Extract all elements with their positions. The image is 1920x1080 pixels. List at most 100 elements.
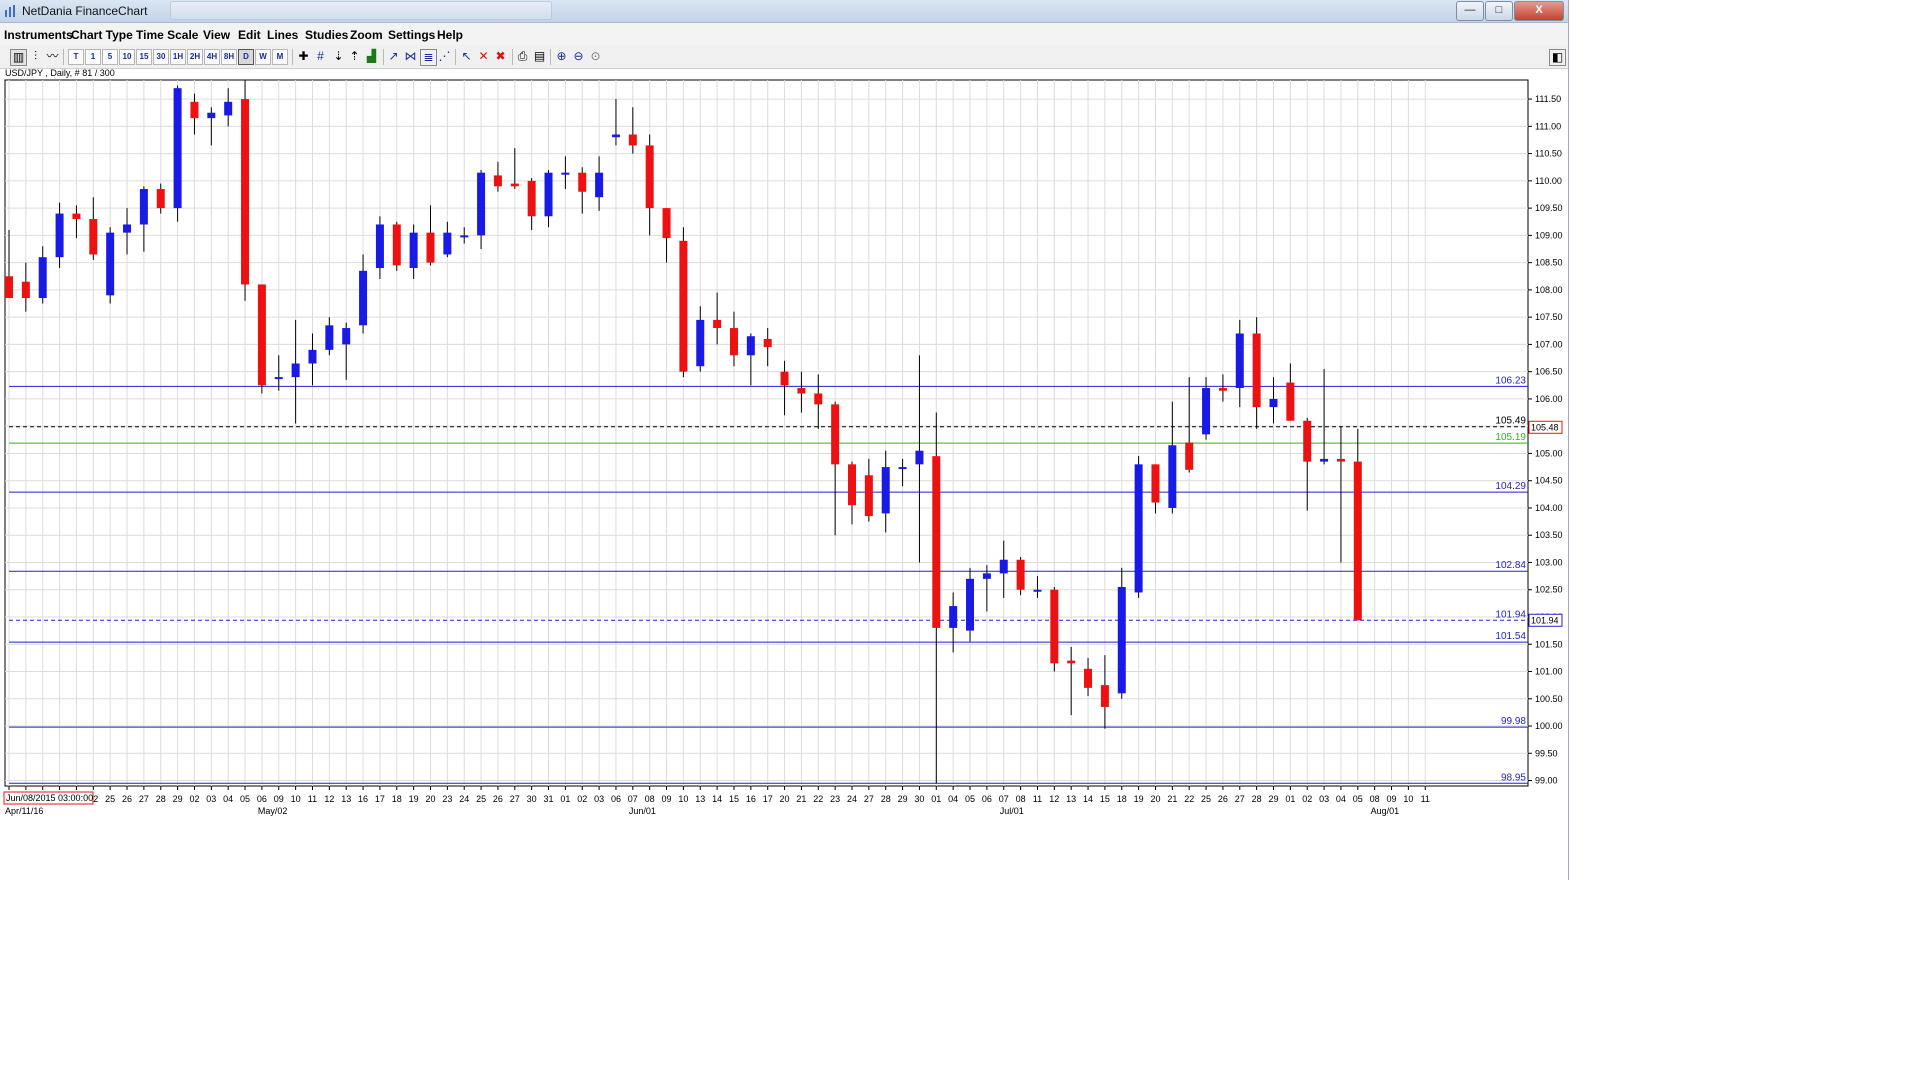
candle-body[interactable] — [308, 349, 317, 364]
panel-toggle-icon[interactable]: ◧ — [1549, 49, 1566, 66]
candle-body[interactable] — [1033, 589, 1042, 592]
candle-body[interactable] — [1117, 587, 1126, 694]
menu-view[interactable]: View — [203, 28, 231, 42]
crosshair-icon[interactable]: ✚ — [298, 49, 309, 63]
candle-body[interactable] — [645, 145, 654, 209]
zoom-in-icon[interactable]: ⊕ — [556, 49, 567, 63]
timeframe-4h-button[interactable]: 4H — [204, 49, 220, 65]
timeframe-8h-button[interactable]: 8H — [221, 49, 237, 65]
candle-body[interactable] — [190, 101, 199, 119]
candle-body[interactable] — [1185, 442, 1194, 470]
candle-body[interactable] — [5, 276, 13, 299]
candle-body[interactable] — [342, 328, 351, 345]
close-button[interactable]: X — [1514, 1, 1564, 21]
candle-body[interactable] — [527, 180, 536, 217]
candle-body[interactable] — [224, 101, 233, 116]
candle-body[interactable] — [578, 172, 587, 192]
candle-body[interactable] — [729, 328, 738, 356]
candle-body[interactable] — [139, 189, 148, 225]
timeframe-t-button[interactable]: T — [68, 49, 84, 65]
candle-body[interactable] — [696, 319, 705, 367]
candle-body[interactable] — [392, 224, 401, 266]
candle-body[interactable] — [1016, 559, 1025, 590]
candle-body[interactable] — [241, 99, 250, 285]
zoom-reset-icon[interactable]: ⊙ — [590, 49, 601, 63]
candle-body[interactable] — [544, 172, 553, 217]
candle-body[interactable] — [1252, 333, 1261, 408]
candle-body[interactable] — [55, 213, 64, 258]
gann-icon[interactable]: ⋰ — [438, 49, 451, 63]
timeframe-10-button[interactable]: 10 — [119, 49, 135, 65]
candle-body[interactable] — [949, 606, 958, 628]
candle-body[interactable] — [156, 189, 165, 209]
candle-body[interactable] — [1151, 464, 1160, 503]
candle-body[interactable] — [1100, 685, 1109, 707]
candle-body[interactable] — [1050, 589, 1059, 664]
candle-body[interactable] — [1320, 458, 1329, 462]
candle-body[interactable] — [443, 232, 452, 255]
candle-body[interactable] — [510, 183, 519, 187]
select-line-icon[interactable]: ↖ — [461, 49, 472, 63]
line-chart-icon[interactable]: 〰 — [46, 49, 59, 63]
timeframe-15-button[interactable]: 15 — [136, 49, 152, 65]
menu-time-scale[interactable]: Time Scale — [136, 28, 199, 42]
timeframe-1-button[interactable]: 1 — [85, 49, 101, 65]
candle-body[interactable] — [898, 467, 907, 470]
volume-icon[interactable]: ▟ — [366, 49, 377, 63]
menu-studies[interactable]: Studies — [305, 28, 349, 42]
candle-body[interactable] — [173, 88, 182, 209]
candle-body[interactable] — [780, 371, 789, 386]
candle-body[interactable] — [797, 388, 806, 394]
zoom-out-icon[interactable]: ⊖ — [573, 49, 584, 63]
delete-line-icon[interactable]: ✕ — [478, 49, 489, 63]
candle-body[interactable] — [123, 224, 132, 233]
timeframe-w-button[interactable]: W — [255, 49, 271, 65]
candle-body[interactable] — [460, 235, 469, 238]
candle-body[interactable] — [291, 363, 300, 378]
timeframe-d-button[interactable]: D — [238, 49, 254, 65]
candle-body[interactable] — [1303, 420, 1312, 462]
candle-body[interactable] — [493, 175, 502, 187]
candle-body[interactable] — [257, 284, 266, 386]
maximize-button[interactable]: □ — [1485, 1, 1513, 21]
candle-body[interactable] — [982, 573, 991, 579]
candle-body[interactable] — [325, 325, 334, 350]
candle-body[interactable] — [611, 134, 620, 138]
candle-body[interactable] — [831, 404, 840, 465]
candle-body[interactable] — [746, 336, 755, 356]
timeframe-2h-button[interactable]: 2H — [187, 49, 203, 65]
timeframe-1h-button[interactable]: 1H — [170, 49, 186, 65]
candle-body[interactable] — [1336, 458, 1345, 462]
timeframe-m-button[interactable]: M — [272, 49, 288, 65]
candle-body[interactable] — [1202, 388, 1211, 435]
candle-body[interactable] — [106, 232, 115, 296]
channel-icon[interactable]: ⋈ — [404, 49, 417, 63]
candle-body[interactable] — [1218, 388, 1227, 391]
print-icon[interactable]: ⎙ — [517, 49, 528, 63]
candle-body[interactable] — [1286, 382, 1295, 421]
delete-all-icon[interactable]: ✖ — [495, 49, 506, 63]
candle-body[interactable] — [864, 475, 873, 517]
candle-body[interactable] — [814, 393, 823, 405]
menu-settings[interactable]: Settings — [388, 28, 436, 42]
menu-zoom[interactable]: Zoom — [350, 28, 383, 42]
candle-body[interactable] — [628, 134, 637, 146]
candle-body[interactable] — [409, 232, 418, 269]
timeframe-30-button[interactable]: 30 — [153, 49, 169, 65]
fibonacci-icon[interactable]: ≣ — [420, 49, 437, 66]
candle-body[interactable] — [848, 464, 856, 506]
candle-body[interactable] — [1235, 333, 1244, 389]
bar-chart-icon[interactable]: ⫶ — [33, 49, 37, 63]
candle-body[interactable] — [679, 240, 688, 372]
menu-help[interactable]: Help — [437, 28, 464, 42]
candle-body[interactable] — [662, 208, 671, 239]
candle-body[interactable] — [38, 257, 47, 299]
scale-range-icon[interactable]: ⇡ — [349, 49, 360, 63]
candle-body[interactable] — [359, 270, 368, 326]
candlestick-chart-icon[interactable]: ▥ — [10, 49, 27, 66]
candle-body[interactable] — [1168, 445, 1177, 508]
menu-instruments[interactable]: Instruments — [4, 28, 73, 42]
candle-body[interactable] — [932, 456, 941, 628]
price-chart[interactable]: 99.0099.50100.00100.50101.00101.50102.00… — [0, 78, 1568, 823]
candle-body[interactable] — [477, 172, 486, 236]
